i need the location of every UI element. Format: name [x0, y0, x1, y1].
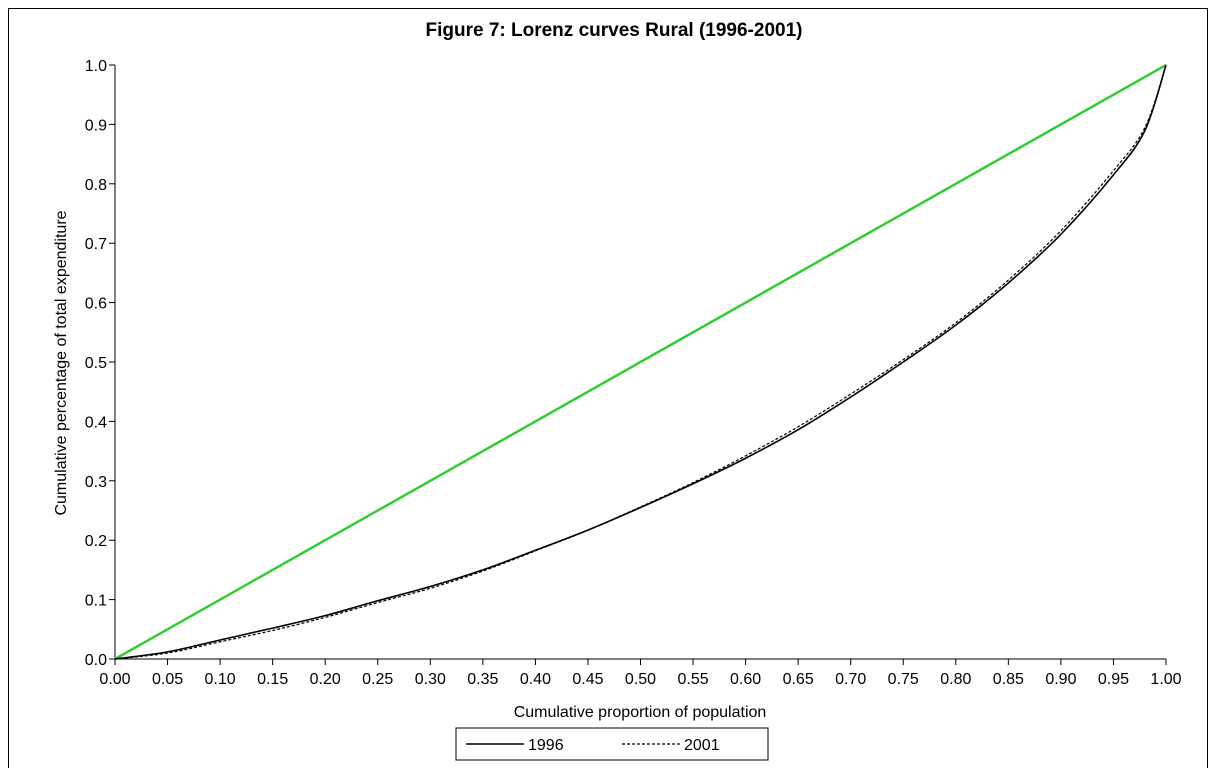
y-axis-ticks: 0.0 0.1 0.2 0.3 0.4 0.5 0.6 0.7 0.8 0.9 1.0 — [85, 58, 115, 669]
y-tick-label: 0.2 — [85, 533, 107, 550]
y-tick-label: 0.8 — [85, 177, 107, 194]
x-tick-label: 0.15 — [257, 671, 288, 688]
y-tick-label: 0.4 — [85, 414, 107, 431]
x-tick-label: 0.90 — [1045, 671, 1076, 688]
series-line-1996 — [114, 64, 1167, 660]
x-tick-label: 0.45 — [572, 671, 603, 688]
y-tick-label: 1.0 — [85, 58, 107, 75]
x-tick-label: 0.70 — [835, 671, 866, 688]
x-tick-label: 1.00 — [1150, 671, 1181, 688]
x-tick-label: 0.00 — [99, 671, 130, 688]
y-tick-label: 0.9 — [85, 117, 107, 134]
x-tick-label: 0.85 — [993, 671, 1024, 688]
x-tick-label: 0.25 — [362, 671, 393, 688]
x-tick-label: 0.55 — [677, 671, 708, 688]
x-tick-label: 0.50 — [625, 671, 656, 688]
x-tick-label: 0.35 — [467, 671, 498, 688]
x-tick-label: 0.10 — [205, 671, 236, 688]
x-tick-label: 0.30 — [415, 671, 446, 688]
x-tick-label: 0.75 — [888, 671, 919, 688]
legend-label-1996: 1996 — [528, 737, 564, 754]
y-axis-label: Cumulative percentage of total expenditu… — [53, 210, 70, 515]
x-tick-label: 0.20 — [310, 671, 341, 688]
x-tick-label: 0.40 — [520, 671, 551, 688]
legend: 1996 2001 — [455, 727, 769, 761]
equality-line — [114, 63, 1167, 661]
series-line-2001 — [114, 64, 1167, 660]
y-tick-label: 0.1 — [85, 593, 107, 610]
x-axis-label: Cumulative proportion of population — [514, 704, 767, 721]
series-layer — [114, 63, 1167, 661]
y-tick-label: 0.5 — [85, 355, 107, 372]
x-tick-label: 0.95 — [1098, 671, 1129, 688]
y-tick-label: 0.0 — [85, 652, 107, 669]
x-tick-label: 0.60 — [730, 671, 761, 688]
y-tick-label: 0.6 — [85, 296, 107, 313]
x-axis-ticks: 0.00 0.05 0.10 0.15 0.20 0.25 0.30 0.35 0.40 0.45… — [99, 659, 1182, 688]
x-tick-label: 0.80 — [940, 671, 971, 688]
y-tick-label: 0.3 — [85, 474, 107, 491]
chart-title: Figure 7: Lorenz curves Rural (1996-2001… — [426, 20, 803, 41]
y-tick-label: 0.7 — [85, 236, 107, 253]
x-tick-label: 0.65 — [783, 671, 814, 688]
legend-label-2001: 2001 — [684, 737, 720, 754]
chart-frame — [8, 8, 1208, 768]
x-tick-label: 0.05 — [152, 671, 183, 688]
